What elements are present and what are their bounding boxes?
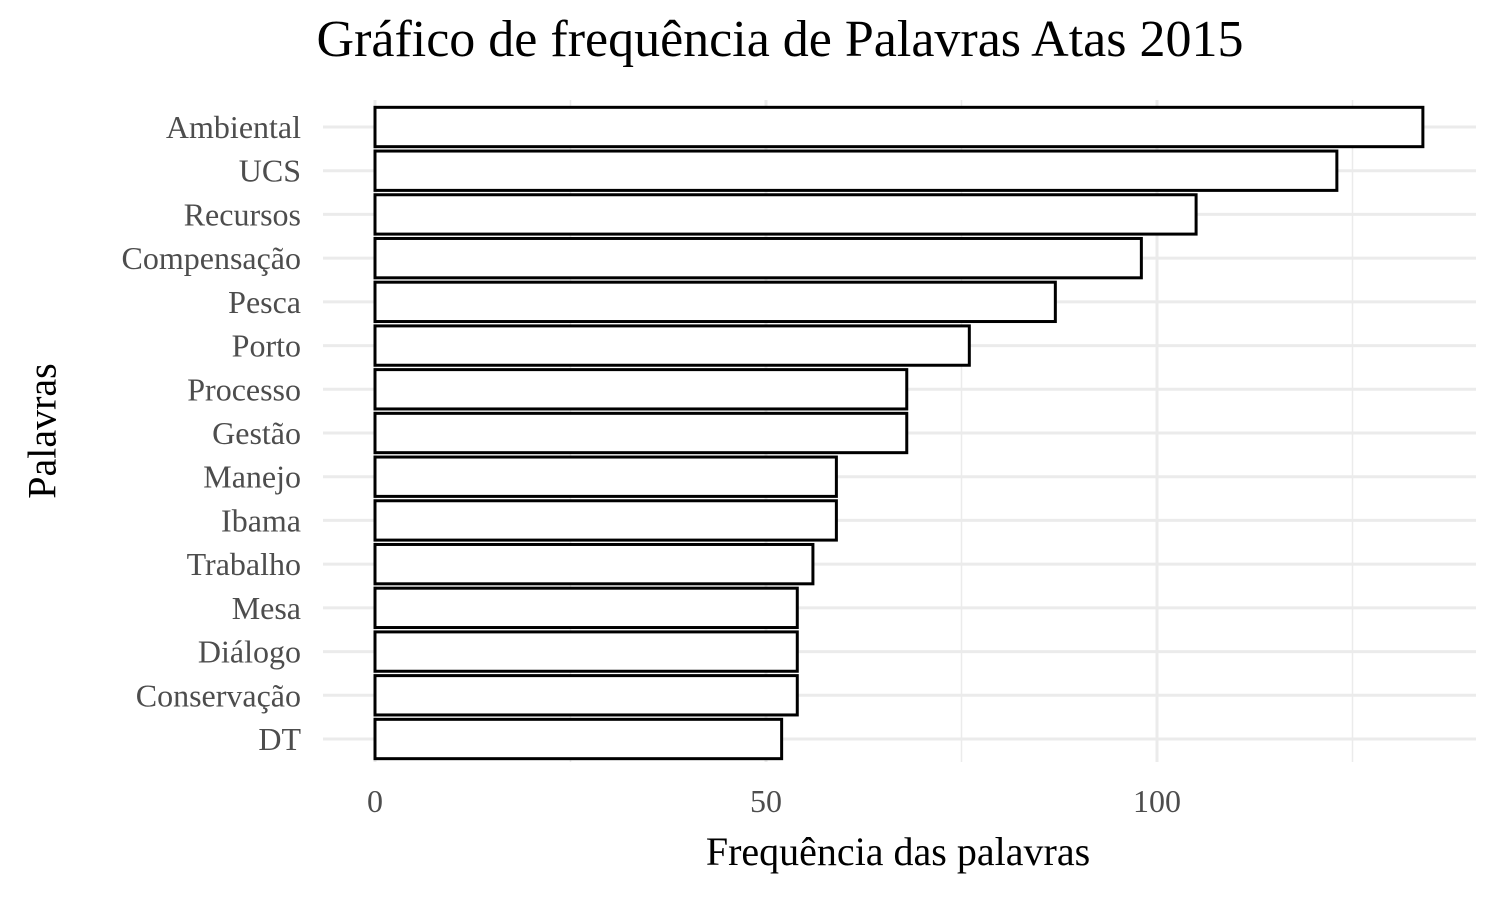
x-tick-label: 100 [1133,783,1181,819]
y-tick-label: Ibama [221,502,301,538]
y-tick-label: Trabalho [187,546,301,582]
bar-mesa [373,586,799,630]
bar-recursos [373,193,1198,236]
y-tick-label: Manejo [203,459,301,495]
bar-gestão [373,411,909,455]
x-axis-label: Frequência das palavras [705,829,1091,874]
x-tick-label: 50 [750,783,782,819]
bar-ibama [373,499,838,542]
chart-title: Gráfico de frequência de Palavras Atas 2… [316,11,1244,68]
y-tick-label: Diálogo [198,634,301,670]
y-tick-label: Conservação [136,677,301,713]
y-tick-label: Compensação [122,240,302,276]
bar-porto [373,324,971,367]
bar-trabalho [373,542,815,586]
y-tick-label: Pesca [228,284,301,320]
y-tick-label: Mesa [232,590,301,626]
y-tick-label: DT [258,721,301,757]
bar-pesca [373,280,1057,324]
y-tick-label: Processo [187,371,301,407]
y-tick-label: UCS [239,153,301,189]
bar-conservação [373,674,799,717]
y-tick-label: Ambiental [166,109,301,145]
bar-processo [373,368,909,411]
bar-ambiental [373,105,1425,149]
bar-manejo [373,455,838,498]
y-tick-label: Recursos [184,196,301,232]
bar-ucs [373,149,1339,192]
bar-compensação [373,236,1143,280]
y-tick-label: Gestão [212,415,301,451]
bar-dt [373,717,784,761]
bar-diálogo [373,630,799,673]
y-tick-label: Porto [232,328,301,364]
x-tick-label: 0 [367,783,383,819]
